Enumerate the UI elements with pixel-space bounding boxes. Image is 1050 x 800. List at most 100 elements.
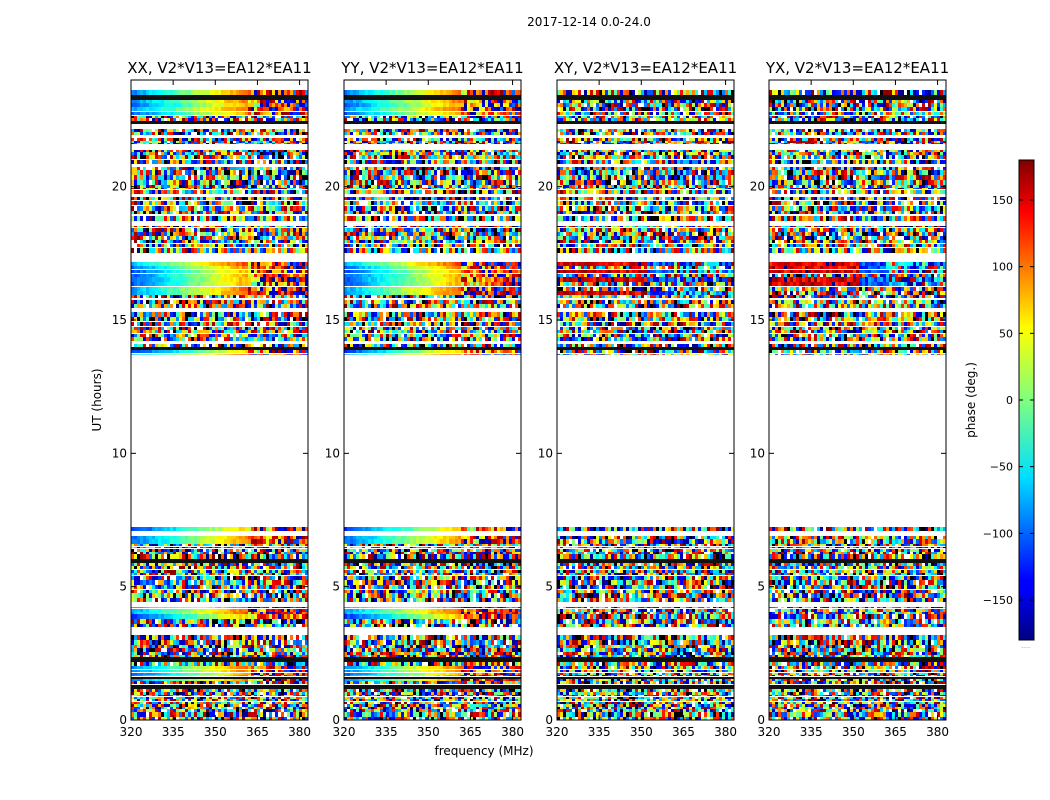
heatmap-cell [242,717,245,720]
heatmap-cell [191,702,194,704]
heatmap-cell [239,707,242,709]
heatmap-cell [215,201,218,206]
heatmap-cell [251,635,254,640]
heatmap-cell [302,236,305,240]
heatmap-cell [164,699,167,702]
heatmap-cell [239,614,242,619]
heatmap-cell [227,211,230,214]
heatmap-cell [305,262,308,266]
heatmap-cell [200,573,203,576]
heatmap-cell [251,570,254,573]
heatmap-cell [146,614,149,619]
heatmap-cell [242,118,245,121]
heatmap-cell [227,699,230,702]
heatmap-cell [227,662,230,666]
heatmap-cell [305,614,308,619]
heatmap-cell [284,619,287,624]
heatmap-cell [131,645,134,648]
heatmap-cell [167,170,170,175]
heatmap-cell [260,248,263,253]
heatmap-cell [284,90,287,95]
heatmap-cell [134,585,137,590]
heatmap-cell [260,697,263,699]
heatmap-cell [149,707,152,709]
heatmap-cell [272,197,275,201]
heatmap-cell [182,576,185,580]
heatmap-cell [281,228,284,232]
heatmap-cell [131,100,134,103]
heatmap-cell [203,566,206,570]
heatmap-cell [302,655,305,657]
heatmap-cell [272,138,275,141]
heatmap-cell [290,655,293,657]
heatmap-cell [194,655,197,657]
heatmap-cell [170,240,173,244]
heatmap-cell [260,152,263,155]
heatmap-cell [227,197,230,201]
heatmap-cell [194,244,197,248]
heatmap-cell [155,160,158,164]
heatmap-cell [251,640,254,645]
heatmap-cell [206,717,209,720]
heatmap-cell [287,240,290,244]
heatmap-cell [227,673,230,675]
heatmap-cell [185,699,188,702]
heatmap-cell [167,549,170,552]
heatmap-cell [203,90,206,95]
heatmap-cell [146,580,149,585]
heatmap-cell [188,612,191,614]
heatmap-cell [302,712,305,717]
heatmap-cell [281,206,284,211]
heatmap-cell [131,598,134,602]
heatmap-cell [164,585,167,590]
heatmap-cell [149,155,152,160]
heatmap-cell [227,689,230,692]
heatmap-cell [245,236,248,240]
heatmap-cell [272,206,275,211]
heatmap-cell [146,554,149,559]
heatmap-cell [284,692,287,695]
heatmap-cell [188,585,191,590]
heatmap-cell [158,240,161,244]
heatmap-cell [185,141,188,143]
heatmap-cell [293,624,296,627]
heatmap-cell [209,544,212,547]
heatmap-cell [299,612,302,614]
heatmap-cell [179,635,182,640]
heatmap-cell [152,704,155,707]
heatmap-cell [203,185,206,188]
heatmap-cell [146,585,149,590]
heatmap-cell [170,175,173,180]
heatmap-cell [185,673,188,675]
heatmap-cell [197,118,200,121]
heatmap-cell [266,160,269,164]
heatmap-cell [266,132,269,135]
heatmap-cell [152,585,155,590]
heatmap-cell [209,244,212,248]
heatmap-cell [170,228,173,232]
heatmap-cell [212,175,215,180]
heatmap-cell [140,648,143,652]
heatmap-cell [176,180,179,185]
heatmap-cell [170,576,173,580]
heatmap-cell [215,702,218,704]
heatmap-cell [269,699,272,702]
heatmap-cell [161,712,164,717]
heatmap-cell [215,679,218,681]
heatmap-cell [242,185,245,188]
row-gap [131,546,308,547]
heatmap-cell [296,670,299,673]
heatmap-cell [263,624,266,627]
heatmap-cell [131,635,134,640]
heatmap-cell [179,197,182,201]
heatmap-cell [212,132,215,135]
heatmap-cell [188,228,191,232]
heatmap-cell [218,666,221,670]
heatmap-cell [140,185,143,188]
heatmap-cell [134,116,137,118]
heatmap-cell [137,707,140,709]
heatmap-cell [272,648,275,652]
heatmap-cell [296,612,299,614]
heatmap-cell [143,614,146,619]
heatmap-cell [173,201,176,206]
